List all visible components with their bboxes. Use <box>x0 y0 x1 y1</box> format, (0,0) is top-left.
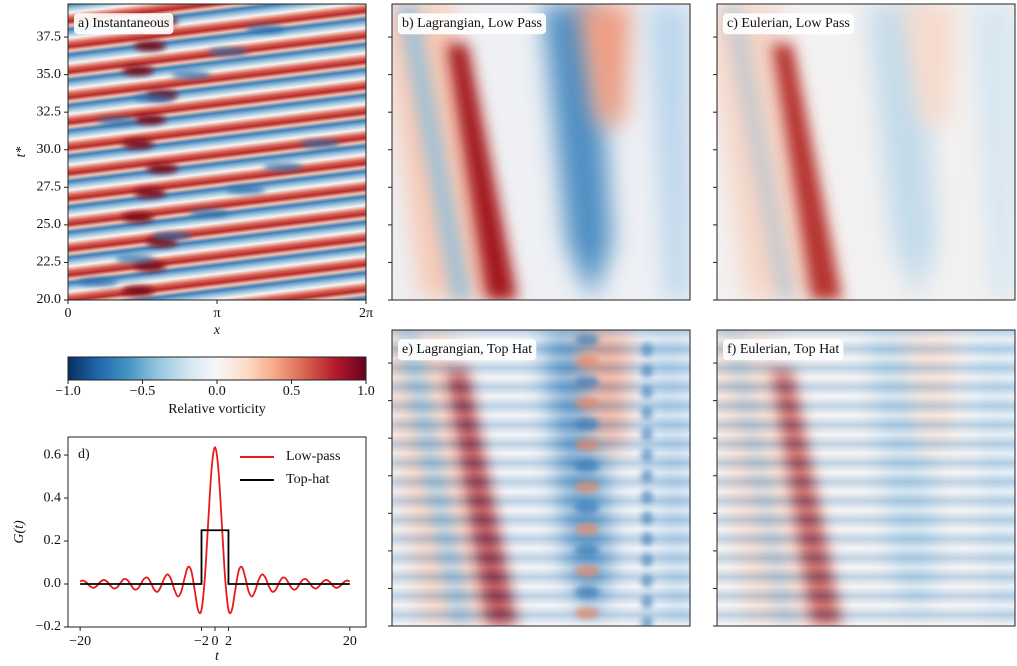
y-tick-label: 20.0 <box>37 292 62 307</box>
panel-label: e) Lagrangian, Top Hat <box>402 342 532 357</box>
legend-label: Low-pass <box>286 449 340 464</box>
field-blob <box>134 115 166 125</box>
field-blob <box>245 25 285 33</box>
y-tick-label: 30.0 <box>37 142 62 157</box>
field-blob <box>122 66 154 76</box>
field-blob <box>641 448 653 462</box>
field-blob <box>152 232 192 240</box>
heatmap-4 <box>707 330 1015 626</box>
field-blob <box>641 385 653 399</box>
x-tick-label: 2 <box>225 634 232 649</box>
field-blob <box>641 574 653 588</box>
field-blob <box>226 186 266 194</box>
y-tick-label: 0.6 <box>44 447 62 462</box>
field-blob <box>134 41 166 51</box>
field-blob <box>134 188 166 198</box>
colorbar-label: Relative vorticity <box>168 402 266 417</box>
y-tick-label: 22.5 <box>37 255 62 270</box>
panel-label: f) Eulerian, Top Hat <box>727 342 839 357</box>
colorbar <box>68 357 366 380</box>
y-tick-label: 37.5 <box>37 29 62 44</box>
field-blob <box>97 117 137 125</box>
field-blob <box>575 334 599 346</box>
panel-label: c) Eulerian, Low Pass <box>727 16 850 31</box>
y-tick-label: 25.0 <box>37 217 62 232</box>
field-blob <box>122 213 154 223</box>
field-blob <box>575 355 599 367</box>
x-tick-label: −2 <box>194 634 209 649</box>
panel-label: a) Instantaneous <box>78 16 169 31</box>
field-blob <box>641 406 653 420</box>
panel-label: d) <box>78 447 90 462</box>
field-blob <box>641 343 653 357</box>
field-blob <box>122 286 154 296</box>
x-tick-label: 0 <box>65 306 72 321</box>
x-tick-label: 20 <box>343 634 357 649</box>
field-blob <box>575 376 599 388</box>
colorbar-tick-label: −0.5 <box>130 384 155 399</box>
field-blob <box>641 616 653 630</box>
y-tick-label: 27.5 <box>37 180 62 195</box>
x-tick-label: π <box>213 306 220 321</box>
legend-label: Top-hat <box>286 472 329 487</box>
field-blob <box>575 418 599 430</box>
colorbar-tick-label: 1.0 <box>357 384 375 399</box>
field-blob <box>575 586 599 598</box>
heatmap-0 <box>68 4 366 300</box>
y-tick-label: 0.2 <box>44 533 62 548</box>
field-blob <box>641 364 653 378</box>
field-blob <box>189 209 229 217</box>
field-stripes <box>68 4 366 300</box>
figure: a) Instantaneous20.022.525.027.530.032.5… <box>0 0 1017 666</box>
panel-label: b) Lagrangian, Low Pass <box>402 16 542 31</box>
field-blob <box>641 553 653 567</box>
colorbar-tick-label: −1.0 <box>55 384 80 399</box>
field-blob <box>122 139 154 149</box>
field-blob <box>134 94 174 102</box>
field-blob <box>575 481 599 493</box>
field-blob <box>575 523 599 535</box>
y-tick-label: 0.4 <box>44 490 62 505</box>
field-blob <box>171 71 211 79</box>
field-blob <box>641 427 653 441</box>
colorbar-tick-label: 0.0 <box>208 384 226 399</box>
x-tick-label: −20 <box>69 634 91 649</box>
field-blob <box>641 490 653 504</box>
x-axis-label: x <box>213 323 221 338</box>
field-blob <box>641 511 653 525</box>
field-stripes <box>717 330 1015 626</box>
y-tick-label: 32.5 <box>37 104 62 119</box>
field-blob <box>641 469 653 483</box>
series-line <box>80 530 350 584</box>
field-blob <box>641 532 653 546</box>
field-blob <box>575 544 599 556</box>
field-blob <box>575 607 599 619</box>
y-tick-label: 35.0 <box>37 67 62 82</box>
field-blob <box>300 140 340 148</box>
heatmap-2 <box>707 4 1015 300</box>
y-tick-label: 0.0 <box>44 576 62 591</box>
field-blob <box>115 255 155 263</box>
heatmap-3 <box>382 330 690 630</box>
y-axis-label: t* <box>14 147 29 158</box>
field-blob <box>263 163 303 171</box>
colorbar-tick-label: 0.5 <box>283 384 301 399</box>
x-tick-label: 0 <box>211 634 218 649</box>
field-blob <box>575 565 599 577</box>
field-blob <box>575 397 599 409</box>
x-tick-label: 2π <box>359 306 373 321</box>
field-blob <box>575 502 599 514</box>
field-blob <box>146 164 178 174</box>
heatmap-1 <box>382 4 690 300</box>
field-blob <box>575 439 599 451</box>
y-tick-label: −0.2 <box>36 619 61 634</box>
field-blob <box>134 262 166 272</box>
field-blob <box>208 48 248 56</box>
field-blob <box>575 460 599 472</box>
axes-frame <box>68 437 366 627</box>
y-axis-label: G(t) <box>12 520 27 544</box>
x-axis-label: t <box>215 649 220 664</box>
field-blob <box>78 278 118 286</box>
field-blob <box>641 595 653 609</box>
